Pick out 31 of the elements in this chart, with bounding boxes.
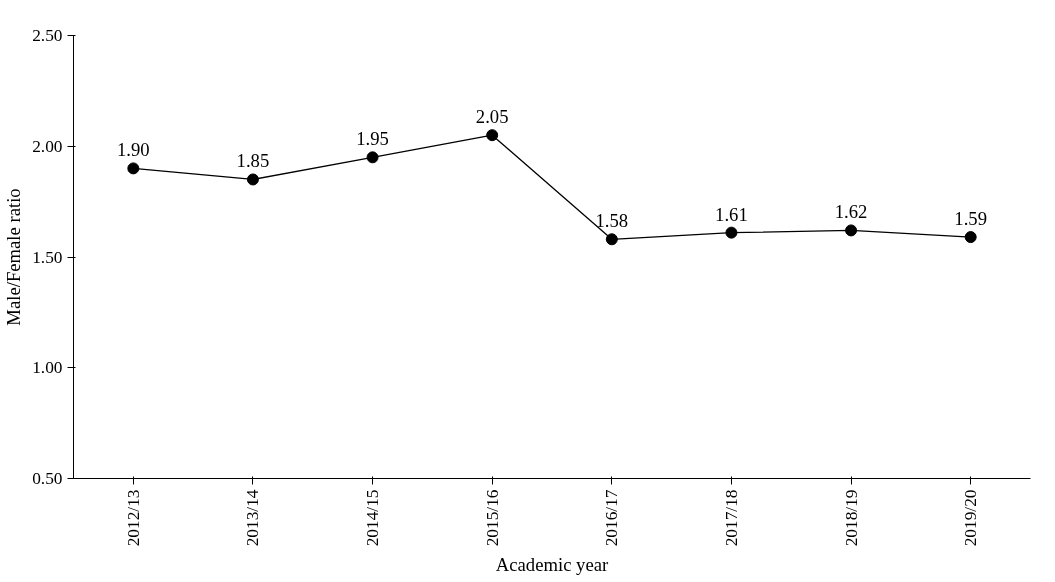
y-tick-label: 1.50 — [32, 247, 63, 267]
x-tick-label: 2018/19 — [841, 489, 861, 547]
point — [845, 224, 858, 237]
data-label: 2.05 — [475, 106, 509, 128]
point — [605, 233, 618, 246]
x-tick-label: 2019/20 — [961, 489, 981, 547]
x-tick-label: 2013/14 — [243, 489, 263, 547]
x-tick-label: 2015/16 — [482, 489, 502, 547]
y-tick-label: 2.50 — [32, 26, 63, 45]
point — [725, 226, 738, 239]
point — [127, 162, 140, 175]
data-label: 1.58 — [595, 210, 629, 232]
data-label: 1.85 — [236, 150, 270, 172]
x-tick-label: 2012/13 — [123, 489, 143, 547]
data-label: 1.61 — [715, 203, 748, 225]
data-label: 1.59 — [954, 208, 988, 230]
x-tick-label: 2017/18 — [721, 489, 741, 547]
data-label: 1.62 — [834, 201, 868, 223]
point — [366, 151, 379, 164]
y-tick-label: 1.00 — [32, 358, 63, 378]
x-tick-label: 2016/17 — [602, 489, 622, 547]
point — [486, 129, 499, 142]
x-axis-title: Academic year — [495, 554, 609, 576]
x-tick-label: 2014/15 — [363, 489, 383, 547]
data-label: 1.95 — [356, 128, 389, 150]
data-label: 1.90 — [116, 139, 150, 161]
y-tick-label: 2.00 — [32, 136, 63, 156]
point — [246, 173, 259, 186]
y-tick-label: 0.50 — [32, 469, 63, 488]
y-axis-title: Male/Female ratio — [3, 188, 25, 326]
point — [964, 231, 977, 244]
